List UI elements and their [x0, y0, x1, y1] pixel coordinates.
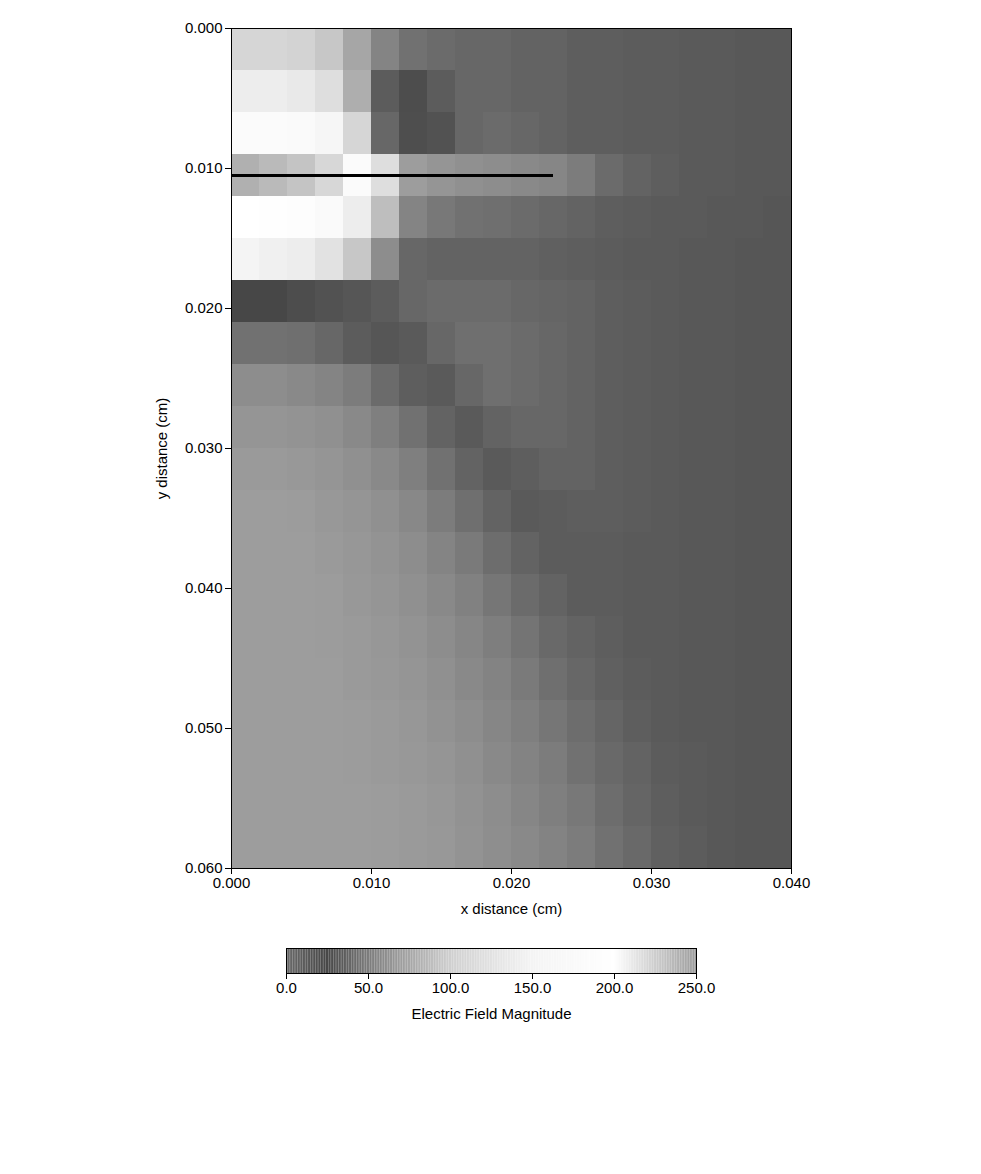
svg-text:0.040: 0.040 [184, 579, 222, 596]
svg-text:0.020: 0.020 [492, 874, 530, 891]
svg-text:0.0: 0.0 [276, 979, 297, 996]
svg-text:0.040: 0.040 [772, 874, 810, 891]
svg-text:200.0: 200.0 [595, 979, 633, 996]
svg-text:50.0: 50.0 [353, 979, 382, 996]
svg-text:250.0: 250.0 [677, 979, 715, 996]
svg-text:0.030: 0.030 [184, 439, 222, 456]
svg-text:0.050: 0.050 [184, 719, 222, 736]
svg-text:150.0: 150.0 [513, 979, 551, 996]
svg-text:0.010: 0.010 [184, 159, 222, 176]
svg-text:100.0: 100.0 [431, 979, 469, 996]
svg-text:Electric Field Magnitude: Electric Field Magnitude [411, 1005, 571, 1022]
svg-text:0.020: 0.020 [184, 299, 222, 316]
svg-text:0.030: 0.030 [632, 874, 670, 891]
svg-text:0.000: 0.000 [212, 874, 250, 891]
svg-text:x distance (cm): x distance (cm) [460, 900, 562, 917]
svg-text:0.060: 0.060 [184, 859, 222, 877]
svg-text:y distance (cm): y distance (cm) [153, 398, 170, 500]
svg-text:0.000: 0.000 [184, 19, 222, 36]
svg-text:0.010: 0.010 [352, 874, 390, 891]
